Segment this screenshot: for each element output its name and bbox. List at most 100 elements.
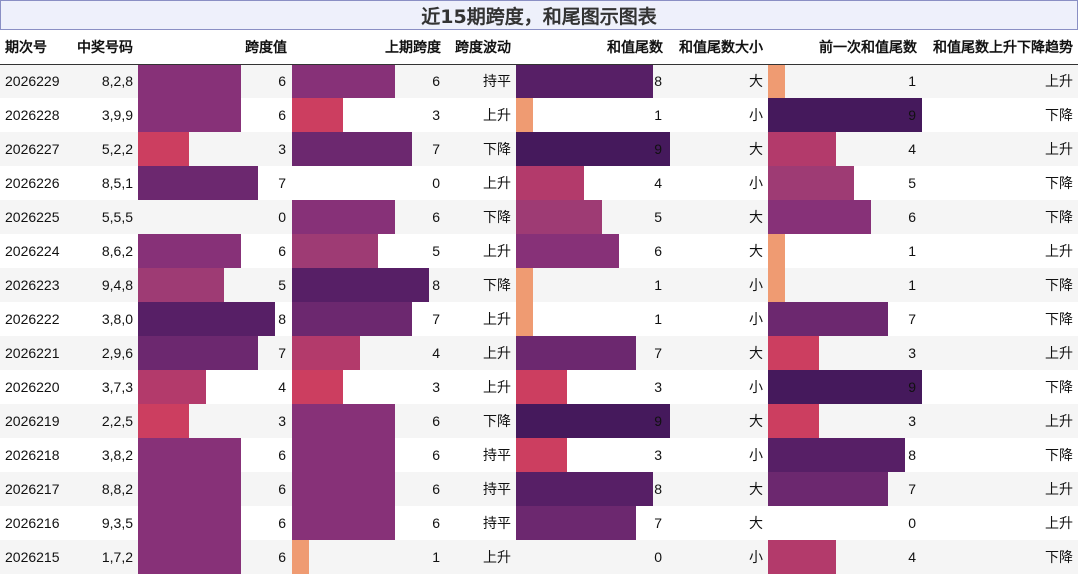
prev-span-value: 3 — [432, 107, 440, 123]
prev-tail-bar — [768, 234, 785, 268]
winning-numbers: 8,6,2 — [70, 234, 138, 268]
prev-tail-bar — [768, 472, 888, 506]
prev-tail-value: 1 — [908, 277, 916, 293]
prev-span-bar — [292, 370, 343, 404]
prev-tail-cell: 6 — [768, 200, 922, 234]
prev-span-bar — [292, 64, 395, 98]
table-row: 2026225 5,5,5 0 6 下降 5 大 6 下降 — [0, 200, 1078, 234]
prev-tail-cell: 9 — [768, 98, 922, 132]
sum-tail-cell: 3 — [516, 438, 668, 472]
tail-trend: 下降 — [922, 98, 1078, 132]
prev-tail-value: 1 — [908, 73, 916, 90]
winning-numbers: 3,8,0 — [70, 302, 138, 336]
span-tail-table: 期次号 中奖号码 跨度值 上期跨度 跨度波动 和值尾数 和值尾数大小 前一次和值… — [0, 30, 1078, 574]
sum-tail-cell: 8 — [516, 64, 668, 98]
header-issue: 期次号 — [0, 30, 70, 65]
span-cell: 6 — [138, 98, 292, 132]
prev-tail-value: 8 — [908, 447, 916, 463]
prev-span-bar — [292, 302, 412, 336]
span-cell: 6 — [138, 540, 292, 574]
span-trend: 上升 — [446, 540, 516, 574]
prev-span-cell: 6 — [292, 506, 446, 540]
span-bar — [138, 132, 189, 166]
prev-span-cell: 6 — [292, 404, 446, 438]
sum-tail-cell: 8 — [516, 472, 668, 506]
header-prev-span: 上期跨度 — [292, 30, 446, 65]
prev-tail-bar — [768, 404, 819, 438]
tail-trend: 上升 — [922, 64, 1078, 98]
table-row: 2026218 3,8,2 6 6 持平 3 小 8 下降 — [0, 438, 1078, 472]
span-trend: 持平 — [446, 64, 516, 98]
span-cell: 8 — [138, 302, 292, 336]
table-row: 2026224 8,6,2 6 5 上升 6 大 1 上升 — [0, 234, 1078, 268]
span-cell: 6 — [138, 234, 292, 268]
tail-size: 小 — [668, 166, 768, 200]
sum-tail-cell: 4 — [516, 166, 668, 200]
chart-title: 近15期跨度，和尾图示图表 — [0, 0, 1078, 30]
tail-trend: 上升 — [922, 336, 1078, 370]
prev-span-cell: 6 — [292, 472, 446, 506]
prev-tail-bar — [768, 200, 871, 234]
prev-span-value: 6 — [432, 413, 440, 429]
sum-tail-bar — [516, 200, 602, 234]
issue-number: 2026220 — [0, 370, 70, 404]
table-row: 2026229 8,2,8 6 6 持平 8 大 1 上升 — [0, 64, 1078, 98]
prev-tail-cell: 5 — [768, 166, 922, 200]
sum-tail-cell: 5 — [516, 200, 668, 234]
sum-tail-cell: 3 — [516, 370, 668, 404]
sum-tail-bar — [516, 64, 653, 98]
prev-span-value: 6 — [432, 515, 440, 531]
prev-tail-bar — [768, 98, 922, 132]
sum-tail-value: 6 — [654, 243, 662, 259]
prev-tail-bar — [768, 166, 854, 200]
prev-tail-bar — [768, 132, 836, 166]
span-bar — [138, 370, 206, 404]
prev-span-bar — [292, 98, 343, 132]
span-trend: 持平 — [446, 472, 516, 506]
header-numbers: 中奖号码 — [70, 30, 138, 65]
span-cell: 6 — [138, 438, 292, 472]
span-cell: 7 — [138, 166, 292, 200]
table-body: 2026229 8,2,8 6 6 持平 8 大 1 上升 2026228 3,9,9 6 3 上升 1 小 9… — [0, 64, 1078, 574]
prev-span-value: 5 — [432, 243, 440, 259]
span-trend: 下降 — [446, 200, 516, 234]
prev-span-cell: 0 — [292, 166, 446, 200]
winning-numbers: 8,2,8 — [70, 64, 138, 98]
span-bar — [138, 268, 224, 302]
tail-size: 小 — [668, 540, 768, 574]
prev-tail-bar — [768, 336, 819, 370]
prev-tail-value: 9 — [908, 379, 916, 395]
span-value: 0 — [278, 209, 286, 225]
winning-numbers: 8,8,2 — [70, 472, 138, 506]
sum-tail-bar — [516, 472, 653, 506]
span-cell: 3 — [138, 132, 292, 166]
sum-tail-bar — [516, 506, 636, 540]
span-bar — [138, 234, 241, 268]
prev-span-cell: 3 — [292, 370, 446, 404]
tail-trend: 下降 — [922, 540, 1078, 574]
issue-number: 2026215 — [0, 540, 70, 574]
prev-tail-bar — [768, 302, 888, 336]
span-cell: 7 — [138, 336, 292, 370]
issue-number: 2026222 — [0, 302, 70, 336]
prev-tail-value: 4 — [908, 549, 916, 565]
span-bar — [138, 302, 275, 336]
span-cell: 5 — [138, 268, 292, 302]
tail-trend: 下降 — [922, 166, 1078, 200]
span-value: 7 — [278, 175, 286, 191]
sum-tail-bar — [516, 98, 533, 132]
sum-tail-bar — [516, 438, 567, 472]
issue-number: 2026224 — [0, 234, 70, 268]
winning-numbers: 8,5,1 — [70, 166, 138, 200]
header-row: 期次号 中奖号码 跨度值 上期跨度 跨度波动 和值尾数 和值尾数大小 前一次和值… — [0, 30, 1078, 65]
prev-tail-value: 5 — [908, 175, 916, 191]
sum-tail-value: 7 — [654, 345, 662, 361]
span-trend: 下降 — [446, 132, 516, 166]
winning-numbers: 2,9,6 — [70, 336, 138, 370]
sum-tail-bar — [516, 336, 636, 370]
span-bar — [138, 64, 241, 98]
prev-tail-cell: 3 — [768, 336, 922, 370]
sum-tail-cell: 9 — [516, 404, 670, 438]
span-value: 6 — [278, 73, 286, 90]
issue-number: 2026216 — [0, 506, 70, 540]
